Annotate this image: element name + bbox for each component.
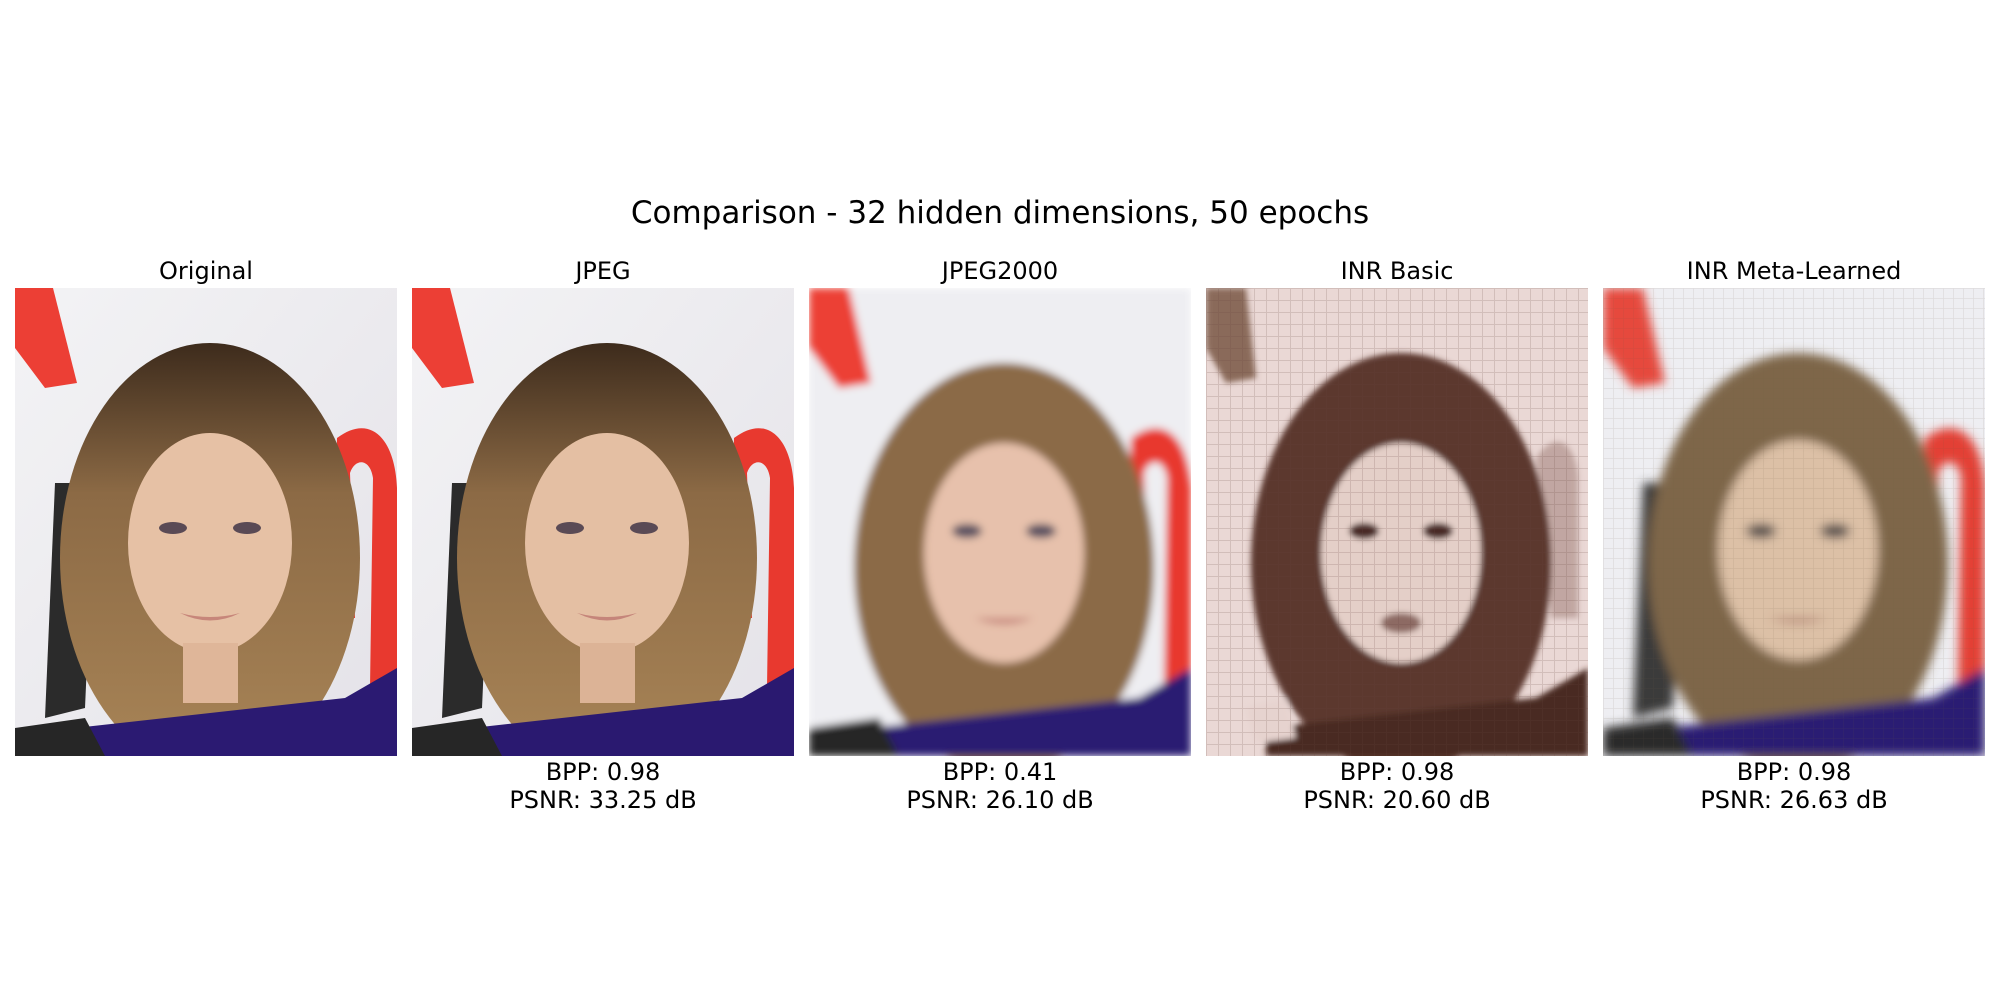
portrait-image-original <box>15 288 397 756</box>
panel-title: Original <box>159 257 253 285</box>
portrait-image-inr-meta-learned <box>1603 288 1985 756</box>
panel-original: Original <box>15 255 397 756</box>
panel-jpeg2000: JPEG2000 BPP: 0.41 PSNR: 26.10 dB <box>809 255 1191 814</box>
panel-title: INR Meta-Learned <box>1686 257 1902 285</box>
psnr-value: PSNR: 26.10 dB <box>906 786 1094 814</box>
panel-jpeg: JPEG BPP: 0.98 PSNR: 33.25 dB <box>412 255 794 814</box>
bpp-value: BPP: 0.98 <box>1736 758 1852 786</box>
figure-title: Comparison - 32 hidden dimensions, 50 ep… <box>630 195 1370 231</box>
psnr-value: PSNR: 26.63 dB <box>1700 786 1888 814</box>
portrait-image-jpeg <box>412 288 794 756</box>
panel-inr-basic: INR Basic BPP: 0 <box>1206 255 1588 814</box>
psnr-value: PSNR: 20.60 dB <box>1303 786 1491 814</box>
bpp-value: BPP: 0.41 <box>942 758 1058 786</box>
bpp-value: BPP: 0.98 <box>1339 758 1455 786</box>
panel-title: JPEG2000 <box>941 257 1059 285</box>
psnr-value: PSNR: 33.25 dB <box>509 786 697 814</box>
bpp-value: BPP: 0.98 <box>545 758 661 786</box>
panel-inr-meta-learned: INR Meta-Learned <box>1603 255 1985 814</box>
portrait-image-jpeg2000 <box>809 288 1191 756</box>
portrait-image-inr-basic <box>1206 288 1588 756</box>
panel-title: INR Basic <box>1340 257 1454 285</box>
panel-title: JPEG <box>575 257 631 285</box>
